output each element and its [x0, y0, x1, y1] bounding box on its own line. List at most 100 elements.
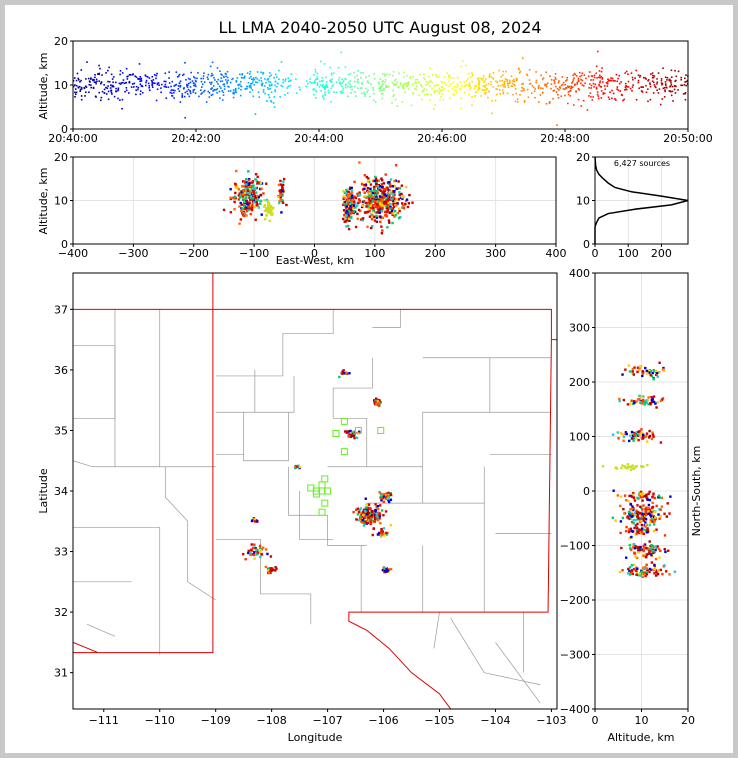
time-height-point [537, 87, 540, 89]
time-height-point [663, 86, 666, 89]
time-height-point [232, 96, 235, 99]
ns-point [634, 514, 637, 517]
time-height-point [578, 89, 581, 91]
ew-point [245, 214, 248, 217]
ns-point [639, 365, 642, 368]
time-height-point [677, 70, 680, 73]
time-height-point [450, 83, 452, 85]
ew-point [265, 208, 268, 211]
ns-point [643, 512, 646, 516]
time-height-point [488, 76, 491, 78]
time-height-point [430, 80, 432, 82]
ew-point [378, 202, 382, 205]
time-height-point [609, 79, 612, 82]
time-height-point [490, 84, 492, 86]
time-height-point [443, 76, 446, 78]
ew-point [369, 187, 372, 191]
time-height-point [286, 92, 289, 94]
ns-point [642, 492, 645, 495]
ew-point [376, 184, 380, 188]
time-height-point [595, 65, 598, 68]
time-height-point [232, 91, 235, 94]
time-height-point [211, 72, 213, 75]
time-height-point [219, 70, 221, 72]
ew-point [383, 193, 386, 196]
time-height-point [77, 77, 80, 80]
ew-point [383, 204, 386, 207]
time-height-point [325, 85, 327, 88]
ew-xlabel: East-West, km [276, 254, 354, 267]
time-height-point [662, 87, 665, 90]
ew-point [233, 200, 236, 204]
ns-point [655, 547, 658, 550]
time-height-point [436, 90, 439, 93]
ns-point [622, 507, 625, 511]
time-height-point [314, 80, 316, 82]
time-height-point [499, 93, 501, 95]
time-height-point [453, 93, 455, 96]
time-height-point [666, 77, 669, 79]
ns-point [646, 527, 649, 530]
time-height-point [197, 71, 199, 74]
time-height-point [441, 85, 443, 88]
time-height-point [156, 83, 159, 86]
time-height-point [580, 78, 582, 81]
time-height-point [356, 80, 359, 83]
plan-point [338, 375, 341, 379]
ew-point [241, 195, 245, 198]
ew-point [259, 194, 263, 197]
time-height-point [354, 80, 356, 83]
time-height-point [269, 81, 272, 84]
time-height-point [101, 90, 104, 93]
time-height-point [502, 91, 505, 94]
time-height-point [373, 78, 376, 80]
ew-x-tick-label: 400 [546, 247, 567, 260]
ns-point [635, 509, 638, 512]
time-height-point [670, 69, 673, 72]
time-height-point [96, 80, 98, 83]
time-height-point [94, 81, 97, 84]
ew-point [279, 183, 282, 186]
ew-point [391, 190, 395, 193]
time-height-point [132, 73, 134, 75]
time-height-point [483, 81, 485, 84]
time-height-point [407, 83, 410, 85]
ns-point [632, 518, 635, 522]
time-height-point [210, 83, 212, 85]
plan-y-tick-label: 35 [54, 424, 68, 437]
ns-point [618, 397, 621, 401]
plan-point [360, 513, 363, 517]
ew-point [372, 208, 375, 212]
ew-point [368, 198, 371, 202]
time-height-point [234, 91, 237, 93]
time-height-point [84, 91, 87, 94]
ew-point [246, 190, 249, 193]
time-height-point [433, 107, 435, 110]
time-height-point [477, 79, 480, 82]
plan-x-tick-label: −107 [312, 714, 342, 727]
plan-point [375, 513, 379, 516]
time-height-point [392, 70, 395, 73]
time-height-point [491, 112, 493, 115]
time-height-point [481, 89, 484, 91]
time-height-point [137, 88, 139, 91]
time-height-point [471, 80, 474, 83]
time-height-point [202, 75, 205, 77]
time-height-point [487, 83, 490, 85]
ew-ylabel: Altitude, km [37, 167, 50, 234]
plan-point [254, 520, 257, 523]
time-height-point [219, 97, 221, 99]
time-height-point [392, 74, 394, 77]
ns-point [619, 495, 623, 498]
ew-point [254, 218, 257, 221]
time-height-point [156, 82, 159, 85]
time-height-point [455, 86, 457, 89]
time-height-point [344, 84, 347, 87]
time-height-point [508, 79, 511, 82]
ew-point [381, 191, 385, 194]
ew-point [402, 207, 406, 210]
ew-point [398, 190, 401, 194]
time-height-point [144, 84, 147, 87]
ew-x-tick-label: 300 [485, 247, 506, 260]
time-height-point [450, 77, 452, 79]
